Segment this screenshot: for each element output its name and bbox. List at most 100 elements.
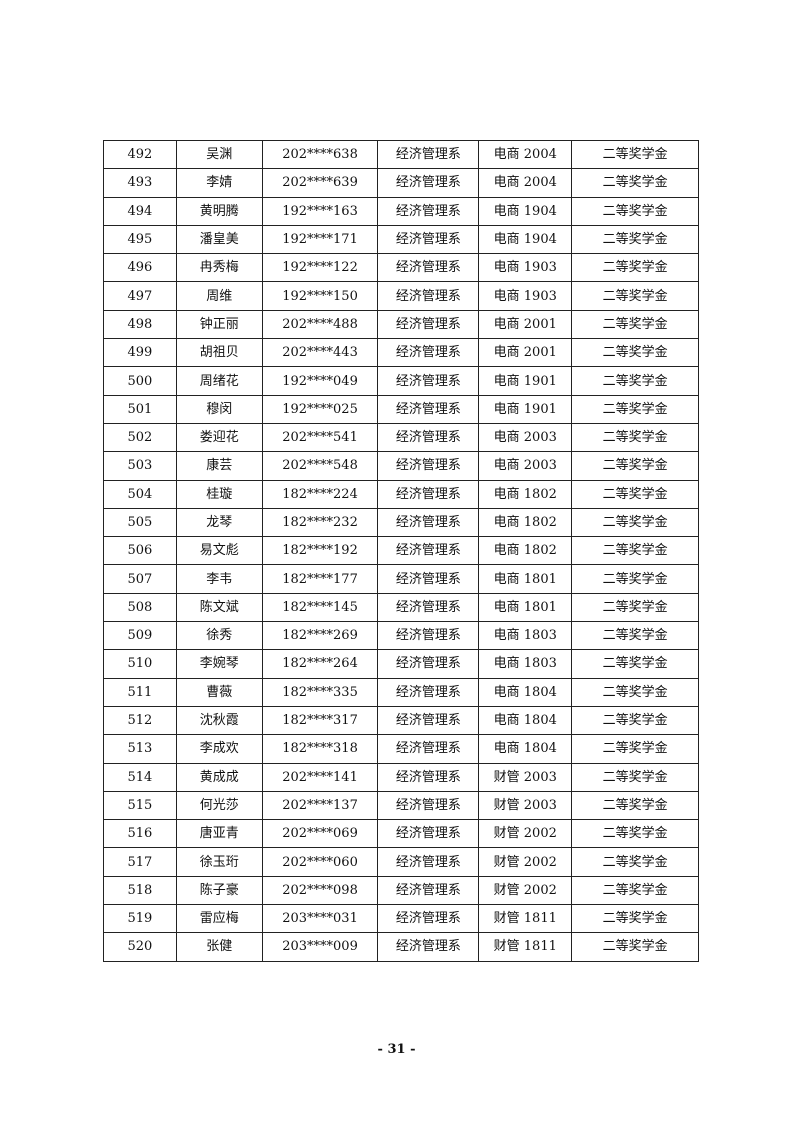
class-cell: 电商 2004 bbox=[478, 139, 573, 170]
department-cell: 经济管理系 bbox=[377, 564, 480, 594]
department-cell: 经济管理系 bbox=[377, 139, 480, 170]
table-row: 511 曹薇 182****335 经济管理系 电商 1804 二等奖学金 bbox=[103, 677, 699, 707]
department-cell: 经济管理系 bbox=[377, 253, 480, 283]
award-cell: 二等奖学金 bbox=[571, 224, 699, 255]
student-name-cell: 沈秋霞 bbox=[175, 705, 263, 736]
student-name-cell: 张健 bbox=[175, 932, 263, 962]
award-cell: 二等奖学金 bbox=[571, 168, 699, 198]
student-id-cell: 182****224 bbox=[261, 479, 379, 509]
student-name-cell: 陈子豪 bbox=[175, 875, 263, 906]
class-cell: 财管 1811 bbox=[478, 904, 573, 934]
award-cell: 二等奖学金 bbox=[571, 875, 699, 906]
department-cell: 经济管理系 bbox=[377, 932, 480, 962]
row-number-cell: 515 bbox=[103, 790, 177, 821]
class-cell: 电商 1803 bbox=[478, 649, 573, 679]
student-id-cell: 202****541 bbox=[261, 422, 379, 453]
class-cell: 电商 1802 bbox=[478, 536, 573, 566]
row-number-cell: 503 bbox=[103, 451, 177, 481]
department-cell: 经济管理系 bbox=[377, 338, 480, 368]
class-cell: 电商 2001 bbox=[478, 338, 573, 368]
award-cell: 二等奖学金 bbox=[571, 253, 699, 283]
row-number-cell: 519 bbox=[103, 904, 177, 934]
table-row: 496 冉秀梅 192****122 经济管理系 电商 1903 二等奖学金 bbox=[103, 253, 699, 283]
department-cell: 经济管理系 bbox=[377, 734, 480, 764]
row-number-cell: 517 bbox=[103, 847, 177, 877]
department-cell: 经济管理系 bbox=[377, 875, 480, 906]
department-cell: 经济管理系 bbox=[377, 649, 480, 679]
award-cell: 二等奖学金 bbox=[571, 139, 699, 170]
table-row: 517 徐玉珩 202****060 经济管理系 财管 2002 二等奖学金 bbox=[103, 847, 699, 877]
table-row: 504 桂璇 182****224 经济管理系 电商 1802 二等奖学金 bbox=[103, 479, 699, 509]
class-cell: 电商 2003 bbox=[478, 451, 573, 481]
table-row: 501 穆闵 192****025 经济管理系 电商 1901 二等奖学金 bbox=[103, 394, 699, 424]
student-id-cell: 182****232 bbox=[261, 507, 379, 538]
award-cell: 二等奖学金 bbox=[571, 592, 699, 623]
class-cell: 电商 1802 bbox=[478, 479, 573, 509]
row-number-cell: 514 bbox=[103, 762, 177, 792]
row-number-cell: 512 bbox=[103, 705, 177, 736]
row-number-cell: 502 bbox=[103, 422, 177, 453]
table-row: 497 周维 192****150 经济管理系 电商 1903 二等奖学金 bbox=[103, 281, 699, 311]
table-row: 495 潘皇美 192****171 经济管理系 电商 1904 二等奖学金 bbox=[103, 224, 699, 255]
student-name-cell: 钟正丽 bbox=[175, 309, 263, 340]
student-id-cell: 182****269 bbox=[261, 621, 379, 651]
table-row: 499 胡祖贝 202****443 经济管理系 电商 2001 二等奖学金 bbox=[103, 338, 699, 368]
student-name-cell: 李婧 bbox=[175, 168, 263, 198]
table-row: 515 何光莎 202****137 经济管理系 财管 2003 二等奖学金 bbox=[103, 790, 699, 821]
award-cell: 二等奖学金 bbox=[571, 451, 699, 481]
student-name-cell: 雷应梅 bbox=[175, 904, 263, 934]
student-id-cell: 202****141 bbox=[261, 762, 379, 792]
student-id-cell: 202****098 bbox=[261, 875, 379, 906]
class-cell: 电商 1901 bbox=[478, 394, 573, 424]
class-cell: 电商 2004 bbox=[478, 168, 573, 198]
award-cell: 二等奖学金 bbox=[571, 734, 699, 764]
class-cell: 电商 1802 bbox=[478, 507, 573, 538]
department-cell: 经济管理系 bbox=[377, 309, 480, 340]
award-cell: 二等奖学金 bbox=[571, 507, 699, 538]
student-id-cell: 182****335 bbox=[261, 677, 379, 707]
student-name-cell: 吴渊 bbox=[175, 139, 263, 170]
class-cell: 电商 1901 bbox=[478, 366, 573, 396]
student-id-cell: 203****009 bbox=[261, 932, 379, 962]
table-row: 520 张健 203****009 经济管理系 财管 1811 二等奖学金 bbox=[103, 932, 699, 962]
table-row: 505 龙琴 182****232 经济管理系 电商 1802 二等奖学金 bbox=[103, 507, 699, 538]
department-cell: 经济管理系 bbox=[377, 479, 480, 509]
award-cell: 二等奖学金 bbox=[571, 536, 699, 566]
student-id-cell: 192****150 bbox=[261, 281, 379, 311]
student-id-cell: 182****145 bbox=[261, 592, 379, 623]
scholarship-table: 492 吴渊 202****638 经济管理系 电商 2004 二等奖学金 493 李婧 202… bbox=[103, 139, 699, 962]
student-name-cell: 周绪花 bbox=[175, 366, 263, 396]
table-row: 493 李婧 202****639 经济管理系 电商 2004 二等奖学金 bbox=[103, 168, 699, 198]
class-cell: 财管 2002 bbox=[478, 847, 573, 877]
class-cell: 电商 1801 bbox=[478, 564, 573, 594]
table-row: 509 徐秀 182****269 经济管理系 电商 1803 二等奖学金 bbox=[103, 621, 699, 651]
award-cell: 二等奖学金 bbox=[571, 281, 699, 311]
student-id-cell: 202****137 bbox=[261, 790, 379, 821]
table-row: 508 陈文斌 182****145 经济管理系 电商 1801 二等奖学金 bbox=[103, 592, 699, 623]
student-id-cell: 203****031 bbox=[261, 904, 379, 934]
row-number-cell: 513 bbox=[103, 734, 177, 764]
award-cell: 二等奖学金 bbox=[571, 705, 699, 736]
award-cell: 二等奖学金 bbox=[571, 819, 699, 849]
award-cell: 二等奖学金 bbox=[571, 366, 699, 396]
department-cell: 经济管理系 bbox=[377, 790, 480, 821]
award-cell: 二等奖学金 bbox=[571, 649, 699, 679]
row-number-cell: 496 bbox=[103, 253, 177, 283]
student-id-cell: 192****025 bbox=[261, 394, 379, 424]
award-cell: 二等奖学金 bbox=[571, 309, 699, 340]
student-id-cell: 202****060 bbox=[261, 847, 379, 877]
table-row: 502 娄迎花 202****541 经济管理系 电商 2003 二等奖学金 bbox=[103, 422, 699, 453]
award-cell: 二等奖学金 bbox=[571, 621, 699, 651]
student-name-cell: 龙琴 bbox=[175, 507, 263, 538]
student-id-cell: 202****548 bbox=[261, 451, 379, 481]
table-body: 492 吴渊 202****638 经济管理系 电商 2004 二等奖学金 493 李婧 202… bbox=[103, 139, 699, 962]
student-name-cell: 唐亚青 bbox=[175, 819, 263, 849]
student-name-cell: 康芸 bbox=[175, 451, 263, 481]
class-cell: 电商 1904 bbox=[478, 224, 573, 255]
row-number-cell: 493 bbox=[103, 168, 177, 198]
table-row: 492 吴渊 202****638 经济管理系 电商 2004 二等奖学金 bbox=[103, 139, 699, 170]
page-number: - 31 - bbox=[377, 1042, 416, 1057]
row-number-cell: 504 bbox=[103, 479, 177, 509]
class-cell: 电商 1903 bbox=[478, 253, 573, 283]
row-number-cell: 501 bbox=[103, 394, 177, 424]
